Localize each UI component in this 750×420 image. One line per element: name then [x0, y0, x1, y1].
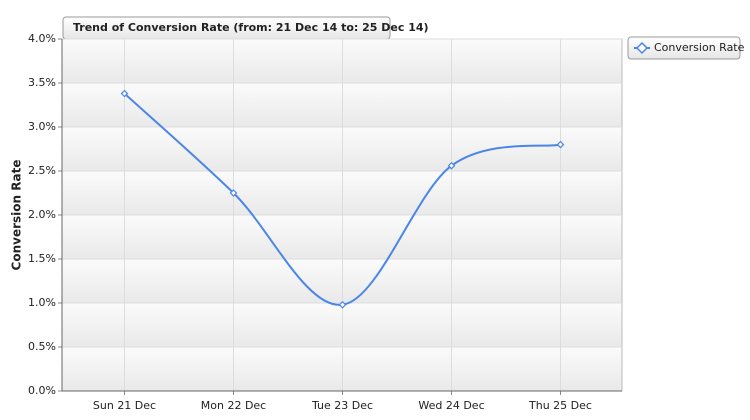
x-tick-label: Mon 22 Dec — [201, 399, 266, 412]
y-tick-label: 1.0% — [28, 296, 56, 309]
chart-title: Trend of Conversion Rate (from: 21 Dec 1… — [73, 21, 429, 34]
y-tick-label: 4.0% — [28, 32, 56, 45]
legend-label: Conversion Rate — [654, 41, 745, 54]
y-axis-title: Conversion Rate — [10, 160, 24, 271]
legend — [627, 36, 741, 60]
point — [447, 161, 456, 170]
x-tick-label: Tue 23 Dec — [311, 399, 373, 412]
y-tick-label: 3.5% — [28, 76, 56, 89]
legend-marker — [635, 41, 649, 55]
point — [338, 300, 347, 309]
y-tick-label: 2.5% — [28, 164, 56, 177]
x-tick-label: Sun 21 Dec — [93, 399, 156, 412]
point — [229, 189, 238, 197]
y-tick-label: 2.0% — [28, 208, 56, 221]
x-tick-label: Wed 24 Dec — [418, 399, 484, 412]
y-tick-label: 0.5% — [28, 340, 56, 353]
y-tick-label: 1.5% — [28, 252, 56, 265]
point — [120, 89, 129, 98]
point — [556, 140, 565, 149]
x-tick-label: Thu 25 Dec — [528, 399, 592, 412]
y-tick-label: 0.0% — [28, 384, 56, 397]
y-tick-label: 3.0% — [28, 120, 56, 133]
